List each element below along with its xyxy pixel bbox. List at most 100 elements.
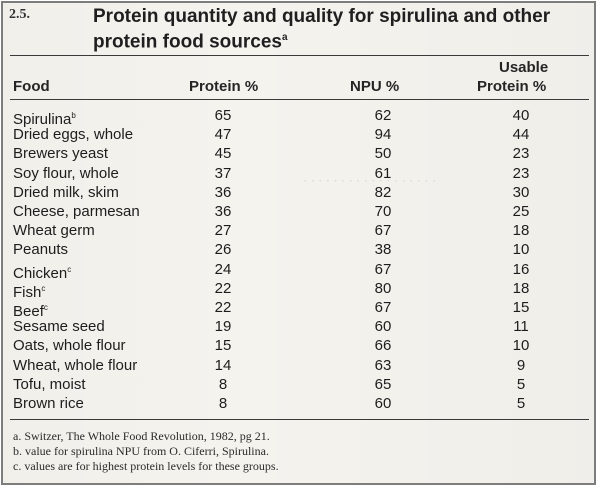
protein-cell: 26: [214, 241, 232, 259]
protein-cell: 14: [214, 356, 232, 374]
title-footnote-marker: a: [281, 32, 288, 43]
protein-cell: 36: [214, 183, 232, 201]
food-name: Soy flour, whole: [13, 164, 119, 182]
table-row: Wheat germ 27 67 18: [3, 222, 594, 240]
protein-cell: 22: [214, 279, 232, 297]
food-name: Wheat, whole flour: [13, 356, 138, 374]
protein-cell: 8: [218, 375, 228, 393]
food-cell: Brown rice: [13, 395, 84, 413]
food-cell: Peanuts: [13, 241, 68, 259]
table-row: Sesame seed 19 60 11: [3, 318, 594, 336]
usable-protein-cell: 9: [516, 356, 526, 374]
protein-cell: 15: [214, 337, 232, 355]
usable-protein-cell: 5: [516, 375, 526, 393]
usable-protein-cell: 25: [512, 203, 530, 220]
food-name: Beef: [13, 303, 44, 320]
npu-cell: 67: [374, 222, 392, 240]
protein-cell: 37: [214, 164, 232, 182]
food-cell: Soy flour, whole: [13, 165, 119, 183]
table-row: Cheese, parmesan 36 70 25: [3, 203, 594, 221]
table-title: Protein quantity and quality for spiruli…: [93, 6, 573, 52]
npu-cell: 38: [374, 241, 392, 259]
scanned-page: · · · · · · · · · · · · · · · · · · 2.5.…: [3, 3, 594, 483]
usable-protein-cell: 16: [512, 260, 530, 278]
header-npu: NPU %: [350, 78, 400, 95]
table-row: Wheat, whole flour 14 63 9: [3, 357, 594, 375]
usable-protein-cell: 5: [516, 395, 526, 412]
food-footnote-marker: b: [71, 111, 76, 120]
npu-cell: 67: [374, 260, 392, 278]
protein-cell: 22: [214, 299, 232, 316]
food-cell: Oats, whole flour: [13, 337, 126, 355]
food-name: Spirulina: [13, 111, 72, 128]
food-name: Chicken: [13, 264, 68, 282]
food-name: Brewers yeast: [13, 145, 109, 163]
table-row: Brewers yeast 45 50 23: [3, 145, 594, 163]
usable-protein-cell: 23: [512, 164, 530, 182]
food-name: Dried eggs, whole: [13, 126, 134, 144]
food-cell: Wheat germ: [13, 222, 95, 240]
table-title-text: Protein quantity and quality for spiruli…: [93, 6, 551, 53]
npu-cell: 82: [374, 183, 392, 201]
food-cell: Brewers yeast: [13, 145, 108, 163]
protein-cell: 8: [218, 395, 228, 412]
food-footnote-marker: c: [41, 283, 46, 293]
footnote-c: c. values are for highest protein levels…: [13, 459, 279, 473]
food-name: Oats, whole flour: [13, 337, 126, 355]
protein-cell: 27: [214, 222, 232, 240]
header-top-rule: [10, 55, 589, 56]
protein-cell: 36: [214, 203, 232, 220]
food-cell: Tofu, moist: [13, 376, 86, 394]
food-name: Cheese, parmesan: [13, 203, 140, 220]
usable-protein-cell: 18: [512, 279, 530, 297]
food-cell: Chickenc: [13, 261, 71, 283]
table-row: Peanuts 26 38 10: [3, 241, 594, 259]
protein-cell: 45: [214, 145, 232, 163]
npu-cell: 67: [374, 299, 392, 316]
food-cell: Dried milk, skim: [13, 184, 119, 202]
header-usable-line2: Protein %: [477, 78, 547, 95]
npu-cell: 62: [374, 107, 392, 124]
food-cell: Dried eggs, whole: [13, 126, 133, 144]
usable-protein-cell: 30: [512, 183, 530, 201]
usable-protein-cell: 44: [512, 126, 530, 144]
table-row: Dried eggs, whole 47 94 44: [3, 126, 594, 144]
npu-cell: 94: [374, 126, 392, 144]
food-cell: Spirulinab: [13, 107, 76, 129]
table-row: Tofu, moist 8 65 5: [3, 376, 594, 394]
food-cell: Sesame seed: [13, 318, 105, 336]
food-name: Wheat germ: [13, 222, 95, 240]
table-row: Fishc 22 80 18: [3, 279, 594, 301]
usable-protein-cell: 18: [512, 222, 530, 240]
food-footnote-marker: c: [67, 264, 72, 274]
food-cell: Beefc: [13, 299, 48, 321]
npu-cell: 50: [374, 145, 392, 163]
food-name: Sesame seed: [13, 318, 105, 336]
npu-cell: 60: [374, 395, 392, 412]
header-bottom-rule: [10, 99, 589, 100]
usable-protein-cell: 11: [513, 318, 529, 336]
protein-cell: 65: [214, 107, 232, 124]
table-row: Brown rice 8 60 5: [3, 395, 594, 413]
table-bottom-rule: [10, 419, 589, 420]
table-row: Spirulinab 65 62 40: [3, 107, 594, 128]
footnotes: a. Switzer, The Whole Food Revolution, 1…: [13, 429, 573, 474]
food-footnote-marker: c: [43, 303, 48, 312]
food-name: Dried milk, skim: [13, 183, 119, 201]
footnote-b: b. value for spirulina NPU from O. Cifer…: [13, 444, 269, 458]
food-cell: Cheese, parmesan: [13, 203, 140, 221]
usable-protein-cell: 23: [512, 145, 530, 163]
table-number: 2.5.: [9, 7, 30, 22]
food-name: Brown rice: [13, 395, 84, 412]
food-cell: Fishc: [13, 280, 45, 302]
usable-protein-cell: 15: [512, 299, 530, 316]
protein-cell: 19: [214, 318, 232, 336]
food-name: Fish: [13, 283, 42, 301]
usable-protein-cell: 10: [512, 337, 530, 355]
table-row: Soy flour, whole 37 61 23: [3, 165, 594, 183]
npu-cell: 65: [374, 375, 392, 393]
protein-cell: 47: [214, 126, 232, 144]
npu-cell: 66: [374, 337, 392, 355]
npu-cell: 63: [374, 356, 392, 374]
